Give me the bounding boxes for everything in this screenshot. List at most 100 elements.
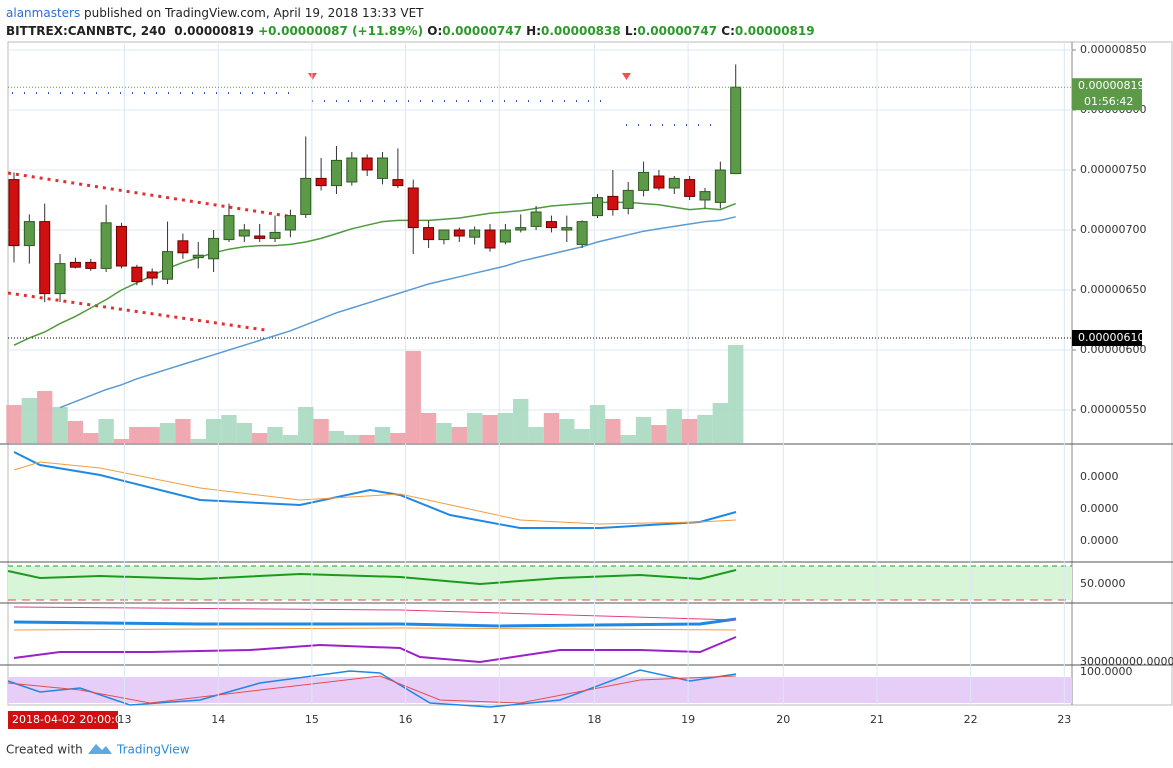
- decoration: [0, 41, 1173, 708]
- dmi: [13, 617, 737, 628]
- candle-body: [576, 221, 588, 245]
- last: 0.00000819: [174, 24, 254, 38]
- brand[interactable]: TradingView: [116, 743, 190, 757]
- x-tick-label: 13: [118, 713, 132, 726]
- author[interactable]: alanmasters: [6, 6, 81, 20]
- volume-bar: [712, 403, 729, 443]
- candle-body: [131, 266, 143, 283]
- trend: [7, 291, 266, 332]
- volume-bar: [635, 417, 652, 443]
- volume-bar: [589, 405, 606, 443]
- volume-bar: [436, 423, 452, 443]
- countdown: 01:56:42: [1084, 95, 1133, 108]
- frame: [7, 41, 1173, 706]
- c-val: 0.00000819: [734, 24, 815, 38]
- candle-body: [162, 251, 174, 280]
- h-val: 0.00000838: [541, 24, 621, 38]
- price-box: [1072, 330, 1142, 347]
- candle-body: [208, 237, 220, 260]
- candle-body: [223, 215, 235, 241]
- volume-bar: [190, 439, 206, 443]
- volume-bar: [405, 351, 421, 443]
- h: H:: [526, 24, 542, 38]
- x-tick-label: 19: [681, 713, 695, 726]
- volume-bar: [175, 419, 191, 443]
- ind-label: 50.0000: [1080, 577, 1126, 590]
- l: L:: [624, 24, 638, 38]
- x-tick-label: 17: [492, 713, 506, 726]
- volume-bar: [98, 419, 114, 443]
- candle-body: [69, 261, 81, 268]
- x-tick-label: 23: [1057, 713, 1071, 726]
- price-label: 0.00000610: [1078, 331, 1144, 344]
- volume-bar: [466, 413, 483, 443]
- volume-bar: [359, 435, 375, 443]
- ind-label: 300000000.0000: [1080, 655, 1173, 668]
- candle-body: [192, 254, 204, 259]
- volume-bar: [390, 433, 406, 443]
- candle-body: [300, 177, 312, 215]
- candle-body: [453, 229, 465, 237]
- volume-bar: [651, 425, 667, 443]
- x-tick-label: 14: [211, 713, 225, 726]
- y-tick-label: 0.00000700: [1080, 223, 1146, 236]
- moving-average: [59, 216, 736, 409]
- candle-body: [438, 229, 450, 241]
- band: [8, 566, 1072, 600]
- dmi3: [13, 627, 737, 631]
- y-tick-label: 0.00000850: [1080, 43, 1146, 56]
- volume-bar: [328, 431, 345, 443]
- volume-bar: [6, 405, 22, 443]
- volume-bar: [129, 427, 145, 443]
- volume-bar: [697, 415, 713, 443]
- ind-label: 0.0000: [1080, 534, 1119, 547]
- volume-bar: [282, 435, 299, 443]
- candle-body: [484, 229, 496, 249]
- candle-body: [54, 263, 66, 295]
- volume-bar: [236, 423, 253, 443]
- published: published on TradingView.com, April 19, …: [84, 6, 424, 20]
- volume-bar: [420, 413, 437, 443]
- rsi: [7, 569, 737, 586]
- volume-bar: [451, 427, 467, 443]
- candle-body: [684, 179, 696, 197]
- y-tick-label: 0.00000650: [1080, 283, 1146, 296]
- last-box: [1072, 78, 1142, 111]
- candle-body: [146, 271, 158, 279]
- crosshair-date: 2018-04-02 20:00:00: [12, 713, 129, 726]
- candle-body: [499, 229, 511, 243]
- candle-body: [100, 222, 112, 269]
- volume-bar: [344, 435, 360, 443]
- arrow: [308, 73, 631, 80]
- candle-body: [8, 179, 20, 247]
- moving-average: [13, 201, 736, 346]
- volume-bar: [313, 419, 329, 443]
- volume-bar: [37, 391, 53, 443]
- x-tick-label: 20: [776, 713, 790, 726]
- date-box: [8, 711, 118, 729]
- volume-bar: [113, 439, 130, 443]
- candle-body: [730, 86, 742, 175]
- last-label: 0.00000819: [1078, 79, 1144, 92]
- y-tick-label: 0.00000750: [1080, 163, 1146, 176]
- candle-body: [377, 157, 389, 179]
- c: C:: [721, 24, 735, 38]
- volume-bar: [52, 407, 68, 443]
- volume-bar: [374, 427, 391, 443]
- volume-bar: [513, 399, 529, 443]
- candle-body: [607, 195, 619, 211]
- volume-bar: [267, 427, 283, 443]
- signal: [13, 461, 737, 525]
- x-tick-label: 21: [870, 713, 884, 726]
- volume-bar: [681, 419, 698, 443]
- logo: [88, 744, 112, 754]
- x-tick-label: 16: [399, 713, 413, 726]
- y-tick-label: 0.00000550: [1080, 403, 1146, 416]
- y-tick-label: 0.00000600: [1080, 343, 1146, 356]
- dmi2: [13, 606, 737, 621]
- candle-body: [530, 211, 542, 227]
- volume-bar: [728, 345, 744, 443]
- line1: alanmasters published on TradingView.com…: [6, 4, 815, 22]
- volume-bar: [543, 413, 560, 443]
